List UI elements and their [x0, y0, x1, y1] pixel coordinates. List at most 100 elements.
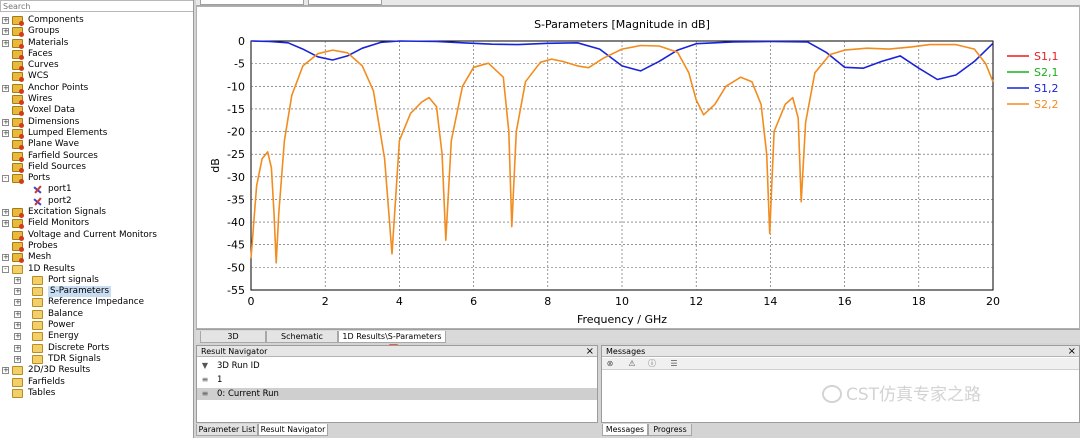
x-tick-label: 6: [470, 295, 477, 308]
filter-icon[interactable]: ▼: [201, 361, 209, 370]
expand-icon[interactable]: +: [2, 27, 9, 36]
tree-item[interactable]: port2: [0, 196, 193, 207]
tree-item[interactable]: + Power: [0, 320, 193, 331]
close-icon[interactable]: ×: [1067, 346, 1076, 357]
tree-item[interactable]: Faces: [0, 49, 193, 60]
warning-filter-icon[interactable]: ⚠: [628, 359, 636, 368]
tree-item[interactable]: + Excitation Signals: [0, 207, 193, 219]
tree-item[interactable]: + Components: [0, 15, 193, 26]
tree-item[interactable]: Tables: [0, 388, 193, 399]
tree-item-label: Materials: [28, 37, 69, 48]
tree-item-label: Ports: [28, 173, 51, 184]
tree-item-label: Anchor Points: [28, 82, 89, 93]
tree-item-label: Port signals: [48, 274, 99, 285]
tab-progress[interactable]: Progress: [648, 424, 692, 436]
collapse-icon[interactable]: -: [2, 175, 9, 183]
tree-item[interactable]: Voltage and Current Monitors: [0, 230, 193, 241]
x-tick-label: 20: [986, 295, 1000, 308]
tree-search-input[interactable]: [0, 0, 193, 12]
folder-warning-icon: [12, 208, 24, 219]
result-navigator-row-run-id[interactable]: ▼ 3D Run ID: [197, 360, 597, 372]
expand-icon[interactable]: +: [14, 321, 21, 330]
tree-item[interactable]: Farfields: [0, 377, 193, 388]
tree-item[interactable]: Farfield Sources: [0, 151, 193, 162]
expand-icon[interactable]: +: [2, 219, 9, 228]
expand-icon[interactable]: +: [14, 275, 21, 284]
tree-item[interactable]: + Groups: [0, 26, 193, 38]
legend-label-S22: S2,2: [1034, 98, 1058, 111]
tree-item[interactable]: + Discrete Ports: [0, 343, 193, 354]
tree-item[interactable]: + Reference Impedance: [0, 297, 193, 308]
tree-item[interactable]: + Dimensions: [0, 117, 193, 128]
expand-icon[interactable]: +: [2, 83, 9, 92]
messages-title: Messages: [606, 347, 646, 356]
info-filter-icon[interactable]: ⓘ: [648, 359, 656, 368]
result-navigator-row-1[interactable]: ≡ 1: [197, 374, 597, 386]
tab-schematic[interactable]: Schematic: [266, 331, 338, 343]
tree-item[interactable]: + Mesh: [0, 252, 193, 264]
tree-item[interactable]: + Balance: [0, 309, 193, 320]
expand-icon[interactable]: +: [2, 16, 9, 24]
expand-icon[interactable]: +: [2, 208, 9, 217]
tree-item[interactable]: Curves: [0, 60, 193, 72]
expand-icon[interactable]: +: [2, 128, 9, 137]
tree-item[interactable]: Wires: [0, 94, 193, 106]
y-tick-label: -15: [227, 103, 245, 116]
tree-item[interactable]: Field Sources: [0, 161, 193, 173]
tree-item[interactable]: + Materials: [0, 37, 193, 49]
tree-item[interactable]: Plane Wave: [0, 139, 193, 151]
tab-s-parameters[interactable]: 1D Results\S-Parameters×: [338, 331, 446, 353]
expand-icon[interactable]: +: [2, 253, 9, 262]
tree-item-label: Field Sources: [28, 161, 86, 172]
expand-icon[interactable]: +: [14, 298, 21, 307]
tree-item[interactable]: + Anchor Points: [0, 82, 193, 94]
tree-item[interactable]: + Lumped Elements: [0, 128, 193, 139]
folder-icon: [12, 388, 23, 398]
expand-icon[interactable]: +: [14, 343, 21, 352]
tab-progress-label: Progress: [653, 425, 687, 434]
folder-icon: [32, 287, 43, 297]
watermark: CST仿真专家之路: [822, 380, 981, 405]
folder-warning-icon: [12, 72, 24, 83]
tree-item[interactable]: +2D/3D Results: [0, 365, 193, 376]
collapse-icon[interactable]: -: [2, 265, 9, 273]
list-icon[interactable]: ☰: [670, 359, 678, 368]
tree-item[interactable]: + Energy: [0, 331, 193, 342]
tree-item-label: Groups: [28, 26, 60, 37]
expand-icon[interactable]: +: [2, 38, 9, 47]
tree-item-label: Plane Wave: [28, 139, 80, 150]
expand-icon[interactable]: +: [2, 117, 9, 126]
tree-item[interactable]: Probes: [0, 241, 193, 252]
folder-warning-icon: [12, 241, 24, 252]
tree-item[interactable]: + Port signals: [0, 274, 193, 286]
tree-item[interactable]: Voxel Data: [0, 105, 193, 117]
tree-item[interactable]: - Ports: [0, 173, 193, 185]
tree-item[interactable]: WCS: [0, 71, 193, 83]
tab-result-navigator[interactable]: Result Navigator: [258, 424, 328, 436]
x-tick-label: 4: [396, 295, 403, 308]
expand-icon[interactable]: +: [2, 366, 9, 375]
close-icon[interactable]: ×: [585, 346, 594, 357]
tree-item-label: Field Monitors: [28, 218, 90, 229]
top-tab-1[interactable]: [200, 0, 304, 5]
tree-item[interactable]: + TDR Signals: [0, 354, 193, 365]
tree-item[interactable]: - 1D Results: [0, 264, 193, 275]
tree-item-label: WCS: [28, 71, 49, 82]
tab-schematic-label: Schematic: [281, 332, 323, 341]
expand-icon[interactable]: +: [14, 332, 21, 341]
tab-parameter-list[interactable]: Parameter List: [196, 424, 258, 436]
tree-item[interactable]: port1: [0, 184, 193, 195]
error-filter-icon[interactable]: ⊗: [606, 359, 614, 368]
tab-3d[interactable]: 3D: [200, 331, 266, 343]
folder-warning-icon: [12, 219, 24, 230]
tree-item[interactable]: + S-Parameters: [0, 286, 193, 298]
x-tick-label: 8: [544, 295, 551, 308]
expand-icon[interactable]: +: [14, 287, 21, 296]
tab-messages[interactable]: Messages: [602, 424, 648, 436]
tree-item[interactable]: + Field Monitors: [0, 218, 193, 230]
top-tab-2[interactable]: [308, 0, 382, 5]
expand-icon[interactable]: +: [14, 309, 21, 318]
result-navigator-row-current-run[interactable]: ≡ 0: Current Run: [197, 388, 597, 400]
expand-icon[interactable]: +: [14, 354, 21, 363]
folder-warning-icon: [12, 253, 24, 264]
